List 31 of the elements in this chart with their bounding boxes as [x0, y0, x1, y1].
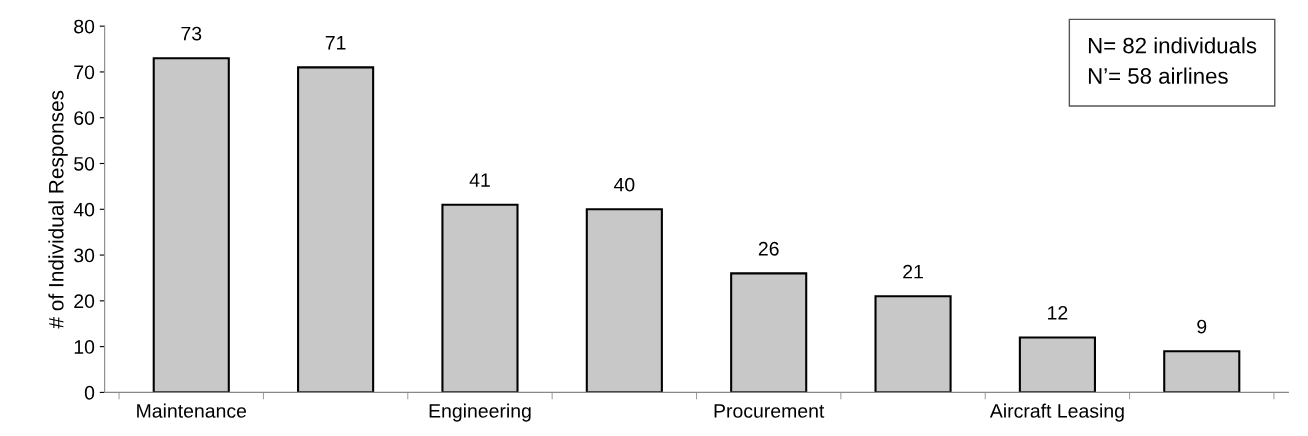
bar	[441, 203, 519, 393]
data-label: 12	[1048, 305, 1068, 320]
data-label: 73	[181, 26, 202, 41]
data-label: 21	[903, 264, 923, 279]
data-label: 71	[325, 36, 346, 50]
bar	[874, 295, 952, 393]
x-tick-label: Maintenance	[137, 403, 247, 418]
y-tick-label: 60	[74, 111, 95, 125]
data-label: 40	[613, 177, 635, 192]
bar	[1163, 350, 1241, 393]
bar	[585, 208, 663, 393]
data-label: 26	[758, 241, 779, 256]
y-tick-label: 30	[74, 248, 95, 263]
y-axis-title: # of Individual Responses	[48, 90, 68, 329]
y-tick-label: 10	[74, 340, 95, 354]
x-tick-label: Procurement	[714, 404, 825, 418]
y-tick-label: 70	[74, 65, 95, 80]
y-tick-label: 40	[73, 202, 95, 217]
y-tick-label: 80	[74, 19, 95, 34]
y-tick-label: 50	[74, 156, 95, 171]
data-label: 9	[1197, 319, 1207, 334]
x-tick-label: Aircraft Leasing	[989, 403, 1124, 422]
y-tick-label: 0	[84, 385, 95, 400]
y-tick-label: 20	[74, 294, 95, 309]
annotation: N= 82 individuals N’= 58 airlines	[1088, 37, 1257, 84]
x-tick-label: Engineering	[429, 403, 531, 422]
bar	[1018, 336, 1096, 393]
bar	[730, 272, 808, 393]
bar	[152, 57, 230, 393]
bar	[297, 66, 375, 393]
data-label: 41	[469, 173, 490, 187]
